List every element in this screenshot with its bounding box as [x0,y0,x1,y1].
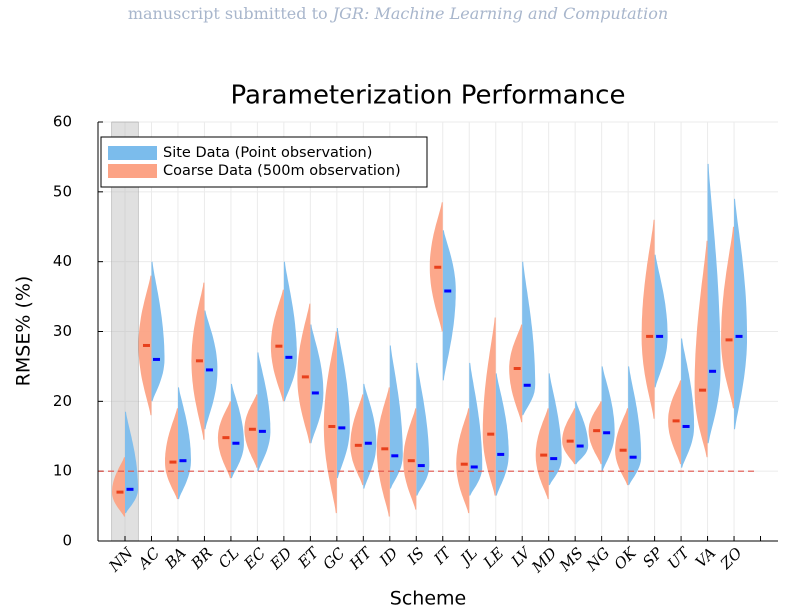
violin-half [628,366,642,486]
violin-half [257,352,271,472]
y-tick-label: 40 [53,252,72,270]
violin-half [376,387,390,517]
x-tick-label: SP [639,543,667,571]
violin-half [734,198,747,430]
legend-label: Coarse Data (500m observation) [163,163,401,179]
y-tick-label: 50 [53,182,72,200]
violin-half [588,401,602,465]
x-tick-label: BA [161,544,190,573]
x-tick-label: NN [105,543,138,576]
x-tick-label: MS [555,544,587,576]
violin-half [562,408,576,465]
violin-half [721,226,735,409]
x-tick-label: OK [610,543,640,573]
header-journal: JGR: Machine Learning and Computation [330,4,668,23]
violin-half [509,324,523,423]
x-tick-label: ED [266,544,296,574]
violin-half [694,240,708,458]
violin-half [297,303,311,444]
x-tick-label: GC [319,544,349,574]
violin-half [548,373,562,486]
x-tick-label: ID [375,544,401,570]
violin-half [336,328,350,479]
x-tick-label: NG [582,544,613,575]
x-tick-label: BR [187,544,216,573]
violin-half [442,230,456,381]
violin-half [363,383,377,489]
x-tick-label: ZO [716,544,746,574]
violin-half [654,254,668,388]
violin-half [244,394,258,468]
x-tick-label: EC [240,544,270,574]
violin-half [575,401,589,465]
violin-half [323,331,337,514]
violin-half [125,411,138,514]
violin-half [482,317,496,496]
legend-box [100,136,428,188]
violin-half [416,362,430,496]
x-tick-label: CL [215,544,243,572]
violin-half [681,338,695,468]
y-tick-label: 30 [53,322,72,340]
violin-half [217,401,231,479]
y-tick-label: 60 [53,113,72,131]
violin-half [522,261,536,416]
violin-half [403,408,417,510]
y-tick-label: 10 [53,462,72,480]
header-prefix: manuscript submitted to [128,4,328,23]
violin-half [177,387,191,500]
header: manuscript submitted to JGR: Machine Lea… [128,4,668,23]
x-tick-label: VA [692,544,719,571]
x-tick-label: AC [133,544,163,574]
violin-half [641,219,655,419]
x-tick-label: IS [403,544,428,569]
x-tick-label: IT [430,543,455,568]
x-axis-label: Scheme [390,588,466,610]
x-tick-label: LE [479,544,507,572]
violin-half [165,408,178,500]
legend-label: Site Data (Point observation) [163,145,372,161]
legend-swatch [108,164,157,178]
chart-title: Parameterization Performance [231,81,626,111]
x-tick-label: ET [294,543,323,572]
y-tick-label: 0 [62,532,72,550]
violin-half [112,457,125,517]
violin-half [469,362,483,496]
violin-half [230,383,244,479]
x-tick-label: UT [664,543,693,572]
violin-half [615,408,629,486]
y-tick-label: 20 [53,392,72,410]
x-tick-label: JL [455,544,481,570]
legend-swatch [108,146,157,160]
violin-half [350,394,364,486]
violin-half [310,324,324,444]
violin-half [601,366,615,472]
x-tick-label: MD [528,544,561,577]
violin-half [151,261,165,402]
violin-half [495,373,509,496]
violin-half [707,163,721,444]
y-axis-label: RMSE% (%) [13,276,35,387]
violin-half [283,261,297,402]
violin-half [456,408,470,514]
violin-half [389,345,403,489]
x-tick-label: HT [345,543,375,573]
